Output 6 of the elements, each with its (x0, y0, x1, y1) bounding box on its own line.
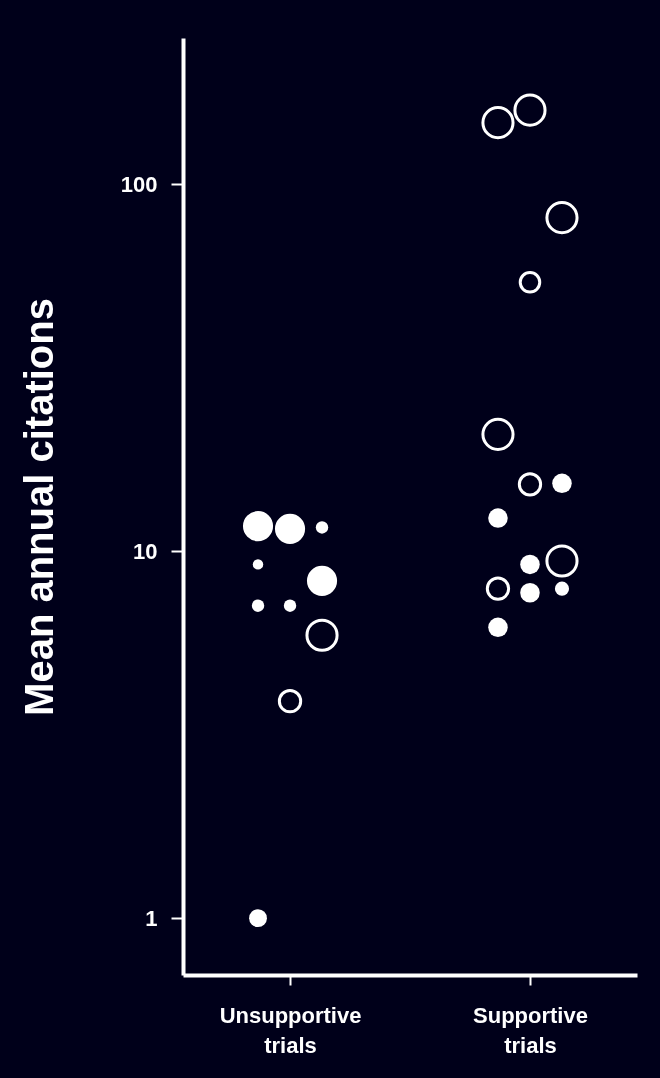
y-axis-title: Mean annual citations (16, 298, 61, 716)
y-tick-label: 10 (133, 538, 158, 564)
x-tick-label: Supportive trials (473, 1002, 588, 1058)
x-tick-label: Unsupportive trials (219, 1002, 362, 1058)
y-tick-label: 1 (145, 905, 158, 931)
y-tick-label: 100 (120, 171, 158, 197)
